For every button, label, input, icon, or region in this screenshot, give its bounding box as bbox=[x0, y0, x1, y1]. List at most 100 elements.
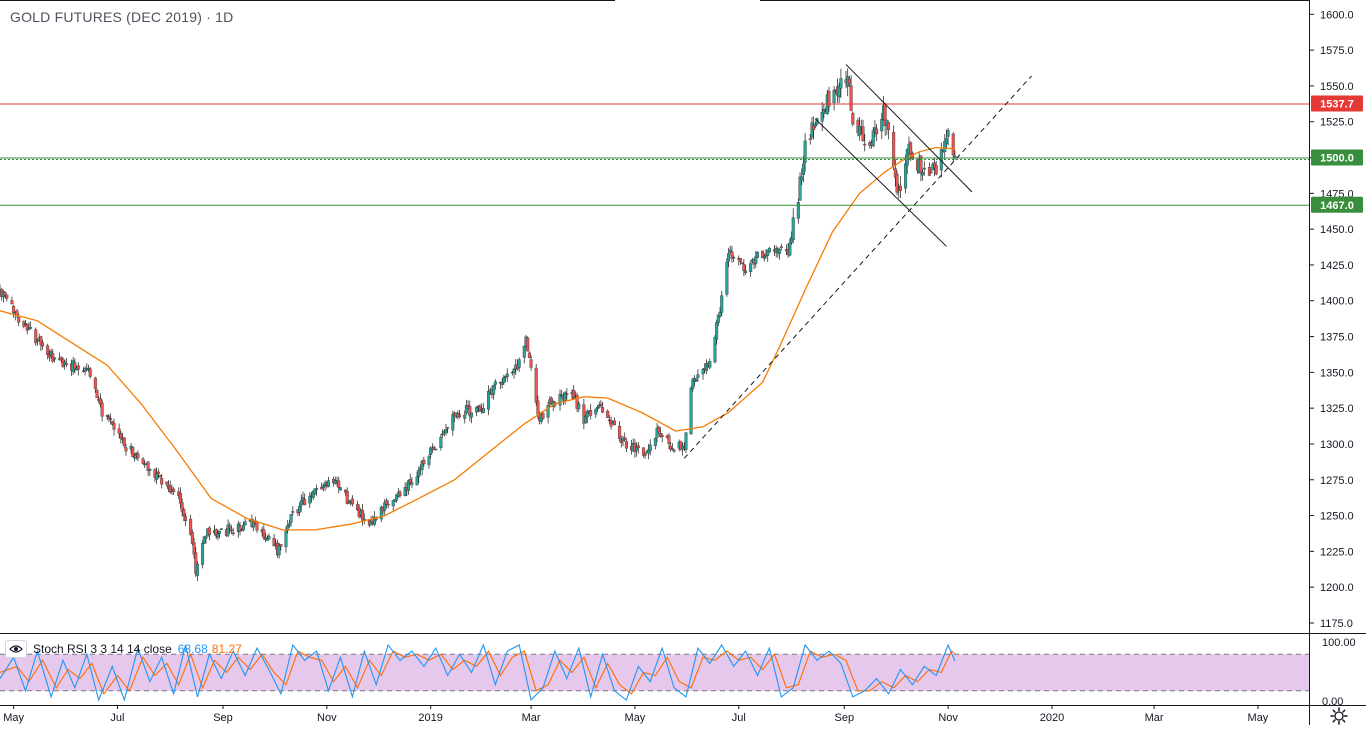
candle bbox=[691, 377, 695, 392]
time-tick-label: Jul bbox=[110, 712, 124, 724]
candle bbox=[565, 388, 569, 400]
candle bbox=[337, 476, 341, 494]
eye-icon[interactable] bbox=[5, 640, 27, 658]
candle bbox=[951, 131, 955, 162]
candle bbox=[298, 502, 302, 517]
price-tick-label: 1425.0 bbox=[1320, 260, 1354, 272]
stoch-d-line bbox=[0, 650, 956, 696]
candle bbox=[653, 437, 657, 450]
candle bbox=[812, 116, 816, 140]
candle bbox=[350, 495, 354, 507]
candle bbox=[813, 121, 817, 129]
candle bbox=[754, 250, 758, 268]
candle bbox=[190, 529, 194, 546]
candle bbox=[338, 487, 342, 491]
candle bbox=[238, 522, 242, 536]
candle bbox=[430, 443, 434, 453]
time-tick-label: May bbox=[3, 712, 24, 724]
candle bbox=[837, 82, 841, 103]
candle bbox=[526, 336, 530, 352]
candle bbox=[52, 357, 56, 363]
candle bbox=[131, 446, 135, 458]
candle bbox=[34, 327, 38, 347]
candle bbox=[595, 404, 599, 413]
candle bbox=[766, 249, 770, 262]
candle bbox=[728, 245, 732, 254]
candle bbox=[117, 423, 121, 439]
candle bbox=[742, 258, 746, 277]
candle bbox=[41, 339, 45, 350]
time-tick-label: Jul bbox=[732, 712, 746, 724]
candle bbox=[601, 401, 605, 413]
indicator-d-value: 81.27 bbox=[211, 642, 242, 656]
candle bbox=[303, 493, 307, 506]
level-label-0: 1537.7 bbox=[1311, 95, 1363, 112]
candle bbox=[216, 529, 220, 541]
chart-title: GOLD FUTURES (DEC 2019) · 1D bbox=[10, 9, 234, 25]
candle bbox=[798, 172, 802, 201]
candle bbox=[291, 506, 295, 516]
candle bbox=[791, 208, 795, 244]
candle bbox=[386, 499, 390, 509]
candle bbox=[851, 111, 855, 127]
time-axis: May Jul Sep Nov 2019 Mar May Jul Sep Nov 2020 Mar Ma… bbox=[3, 705, 1269, 724]
candle bbox=[527, 351, 531, 359]
candle bbox=[98, 393, 102, 408]
candle bbox=[5, 294, 9, 302]
time-tick-label: May bbox=[625, 712, 646, 724]
candle bbox=[720, 290, 724, 317]
candle bbox=[681, 442, 685, 456]
candle bbox=[871, 127, 875, 148]
candle bbox=[492, 384, 496, 400]
time-tick-label: Sep bbox=[213, 712, 233, 724]
candles bbox=[0, 68, 957, 582]
candle bbox=[558, 389, 562, 411]
candle bbox=[195, 560, 199, 582]
candle bbox=[502, 374, 506, 385]
candle bbox=[202, 536, 206, 545]
candle bbox=[612, 417, 616, 426]
candle bbox=[898, 176, 902, 199]
candle bbox=[95, 388, 99, 399]
candle bbox=[922, 161, 926, 176]
candle bbox=[618, 421, 622, 442]
candle bbox=[204, 534, 208, 544]
candle bbox=[417, 466, 421, 484]
candle bbox=[64, 358, 68, 368]
candle bbox=[563, 391, 567, 405]
candle bbox=[59, 356, 63, 363]
indicator-legend[interactable]: Stoch RSI 3 3 14 14 close 68.68 81.27 bbox=[5, 640, 242, 658]
candle bbox=[512, 367, 516, 379]
price-tick-label: 1400.0 bbox=[1320, 296, 1354, 308]
candle bbox=[189, 514, 193, 536]
candle bbox=[572, 385, 576, 399]
time-tick-label: 2019 bbox=[418, 712, 442, 724]
candle bbox=[660, 433, 664, 443]
candle bbox=[934, 160, 938, 176]
candle bbox=[478, 404, 482, 412]
candle bbox=[136, 450, 140, 461]
candle bbox=[355, 500, 359, 512]
candle bbox=[606, 409, 610, 419]
candle bbox=[892, 125, 896, 171]
candle bbox=[384, 498, 388, 509]
candle bbox=[219, 528, 223, 531]
candle bbox=[184, 513, 188, 527]
candle bbox=[582, 398, 586, 430]
candle bbox=[895, 170, 899, 196]
level-label-text: 1467.0 bbox=[1320, 200, 1354, 212]
candle bbox=[641, 447, 645, 458]
gear-icon[interactable] bbox=[1330, 707, 1348, 725]
time-tick-label: 2020 bbox=[1040, 712, 1064, 724]
candle bbox=[847, 75, 851, 87]
candle bbox=[839, 68, 843, 98]
candle bbox=[669, 442, 673, 452]
time-tick-label: Mar bbox=[1145, 712, 1164, 724]
candle bbox=[475, 406, 479, 417]
candle bbox=[180, 498, 184, 517]
candle bbox=[395, 494, 399, 504]
candle bbox=[927, 162, 931, 177]
candle bbox=[85, 363, 89, 372]
